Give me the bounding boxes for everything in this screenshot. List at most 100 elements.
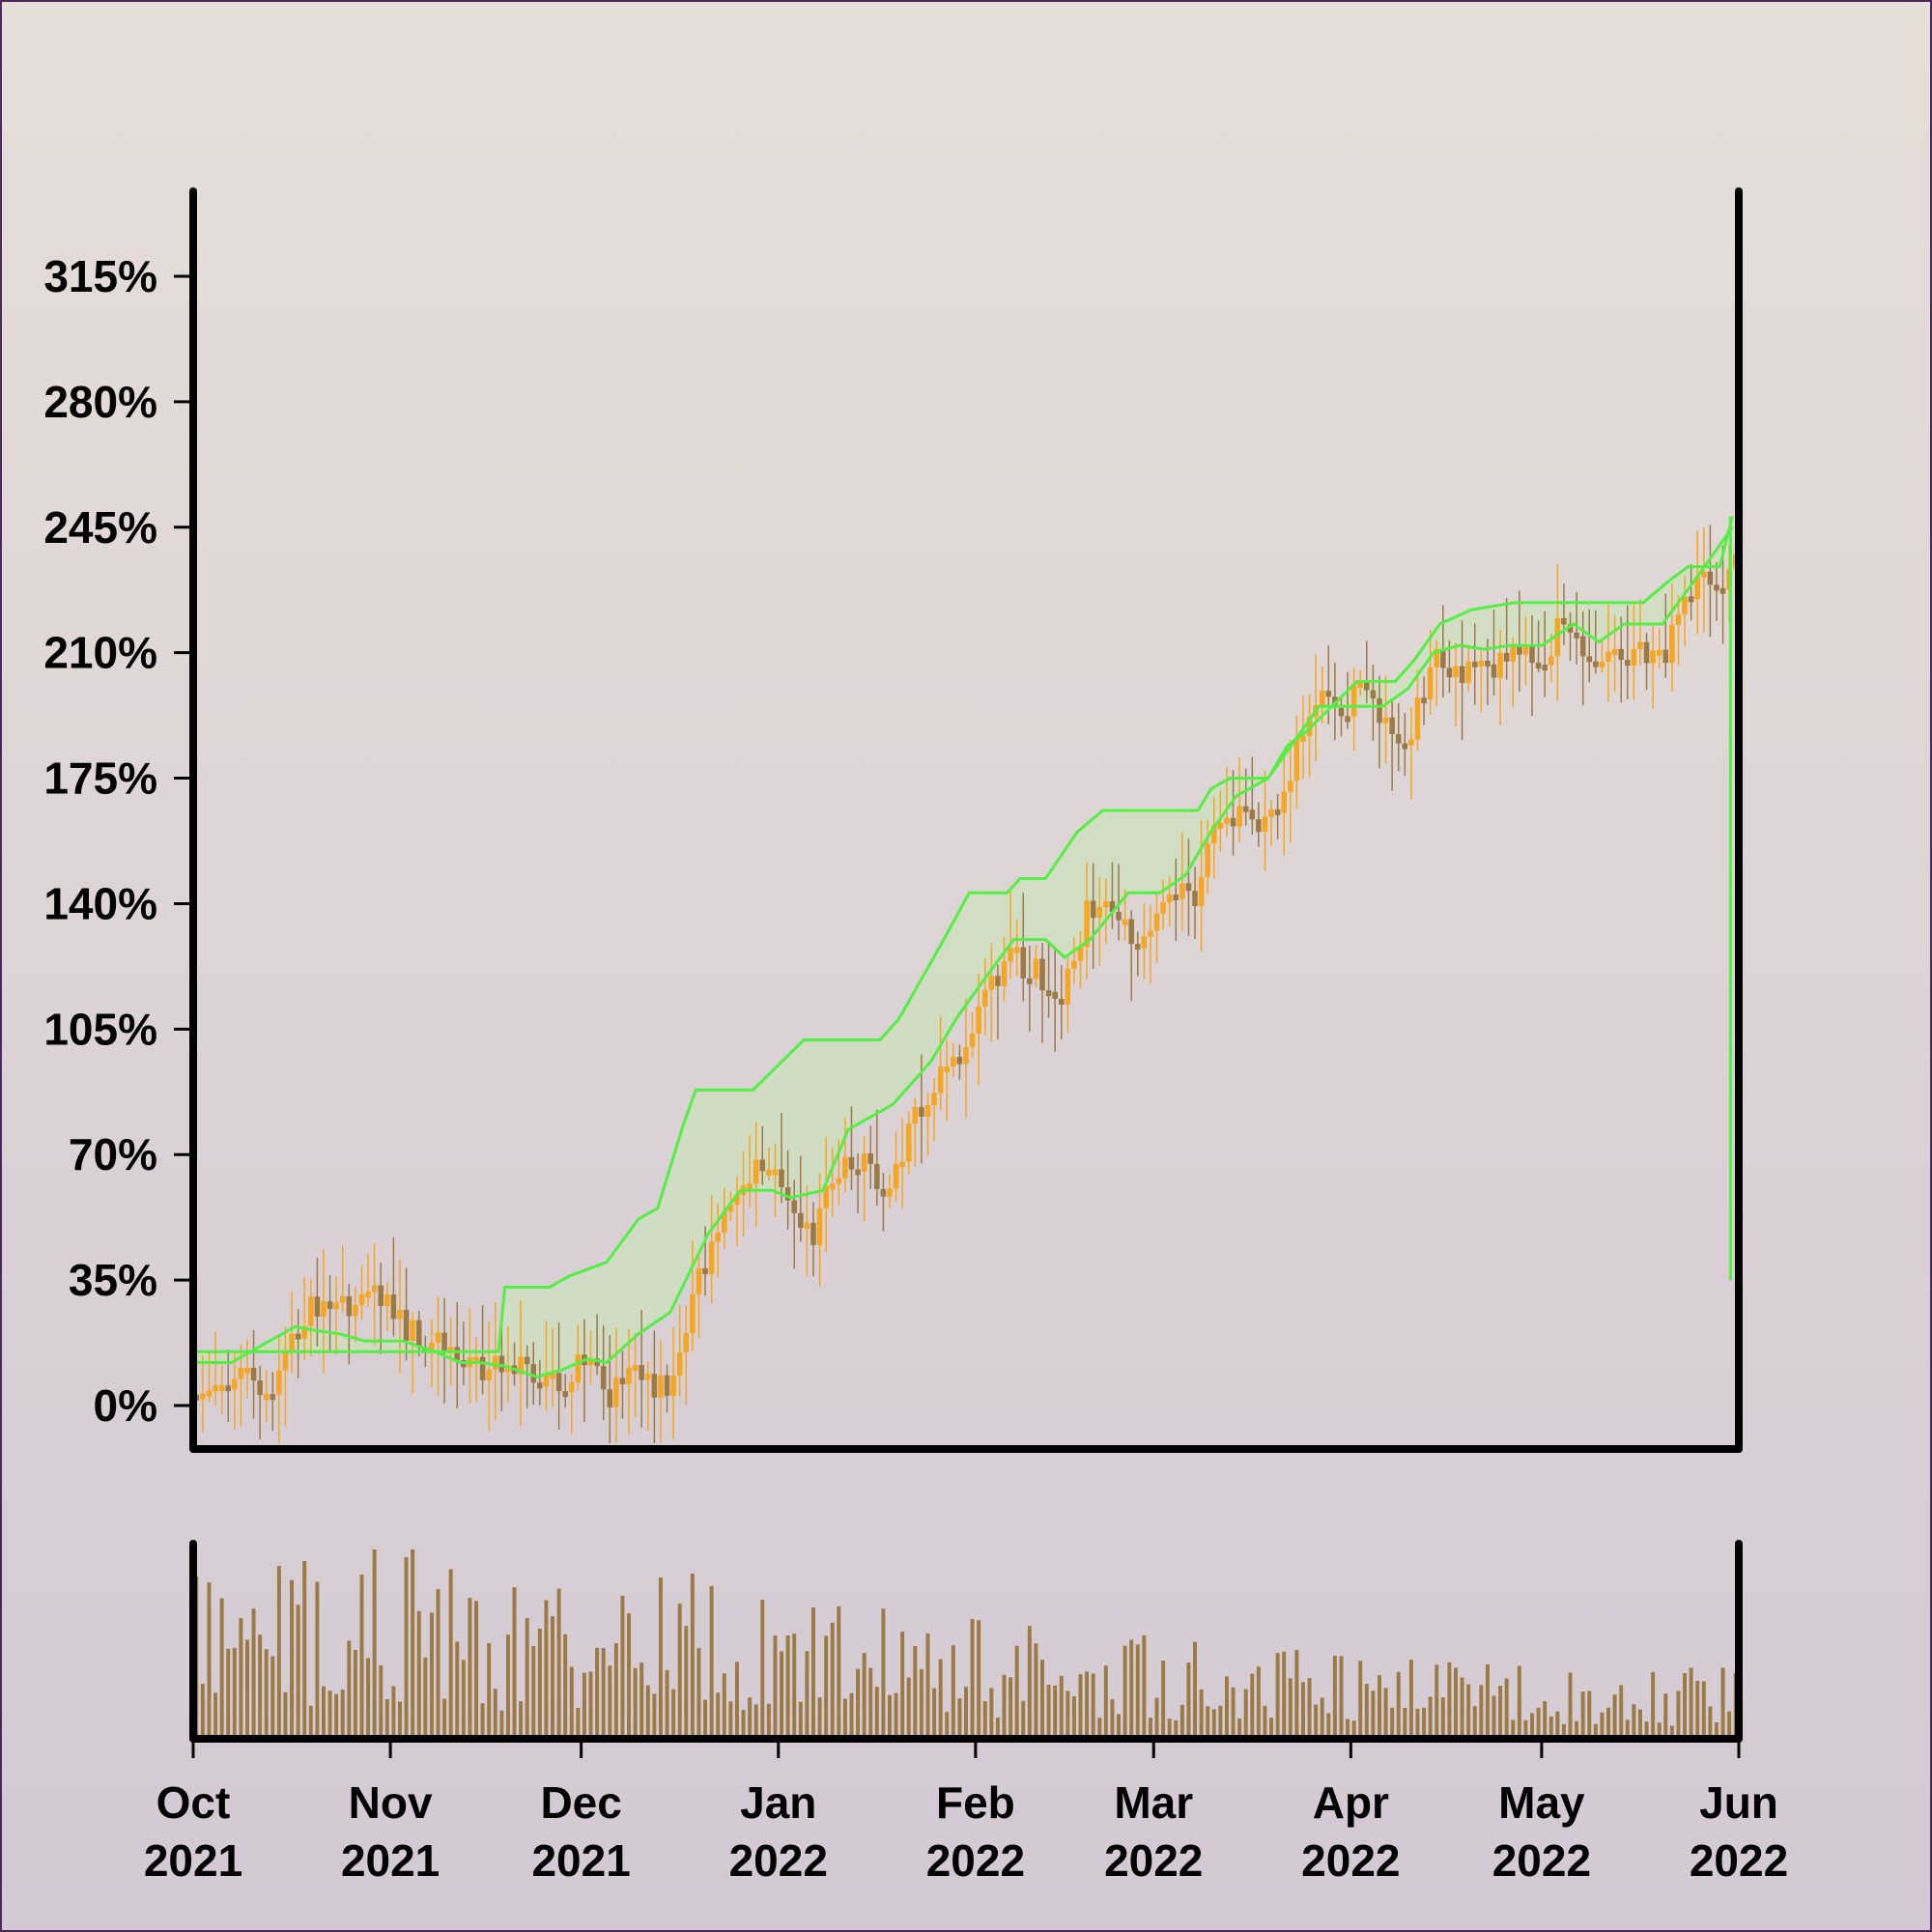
candle-body [963, 1046, 969, 1065]
candle-body [1325, 691, 1332, 697]
candle-body [1446, 668, 1453, 678]
candle [575, 1324, 582, 1391]
candle-body [995, 976, 1001, 986]
candle [327, 1275, 333, 1353]
candle [353, 1287, 358, 1343]
volume-bar [748, 1697, 753, 1739]
candle-body [1650, 650, 1656, 664]
candle [1281, 752, 1287, 857]
candle [1382, 675, 1389, 764]
candle-body [683, 1333, 690, 1352]
candle-body [619, 1378, 626, 1384]
volume-bar [1727, 1711, 1732, 1739]
volume-bar [1555, 1711, 1560, 1739]
volume-bar [1053, 1685, 1058, 1739]
candle-body [1084, 900, 1090, 948]
candle-body [956, 1057, 963, 1065]
candle-body [410, 1320, 415, 1341]
volume-bar [1193, 1641, 1198, 1739]
band-line-layer [193, 516, 1734, 1378]
volume-bar [1479, 1685, 1484, 1739]
lower-band-line [193, 526, 1734, 1378]
candle-body [607, 1389, 613, 1407]
candle-body [1052, 991, 1058, 1000]
candle-body [1402, 743, 1408, 750]
candle [587, 1330, 594, 1385]
candle [626, 1328, 632, 1435]
candle [1135, 931, 1141, 977]
volume-bar [780, 1651, 784, 1739]
candle-body [1599, 661, 1605, 668]
candle-body [912, 1106, 919, 1124]
volume-bar [487, 1642, 492, 1739]
volume-bar [251, 1608, 256, 1739]
candle [696, 1256, 702, 1339]
y-tick-label: 175% [43, 753, 157, 804]
candle [893, 1131, 899, 1203]
volume-bar [1548, 1716, 1553, 1739]
volume-bar [244, 1639, 249, 1739]
volume-bar [525, 1617, 529, 1739]
candle [1008, 891, 1013, 980]
volume-bar [932, 1688, 937, 1739]
candle [1370, 665, 1377, 741]
candle-body [1039, 958, 1045, 991]
candle [562, 1374, 568, 1408]
candle [518, 1299, 524, 1427]
candle [963, 998, 969, 1119]
candle-body [905, 1123, 912, 1162]
candle-body [1682, 596, 1688, 615]
candle-body [874, 1163, 880, 1189]
candle [1662, 593, 1669, 678]
candle-body [1008, 948, 1013, 962]
x-tick-month: Feb [936, 1777, 1015, 1828]
volume-bar [219, 1598, 224, 1739]
candle [473, 1337, 479, 1403]
candle-body [486, 1369, 492, 1380]
candle-body [473, 1356, 479, 1363]
candle-body [1719, 587, 1726, 594]
y-tick-label: 70% [69, 1129, 157, 1179]
candle-body [1236, 806, 1242, 827]
candle [1185, 838, 1192, 936]
candle-body [200, 1393, 206, 1400]
candle [276, 1337, 282, 1443]
candle-body [1389, 717, 1395, 735]
candle-body [836, 1178, 842, 1184]
candle-body [301, 1325, 307, 1339]
candle-body [715, 1233, 721, 1242]
volume-bar [1561, 1723, 1566, 1739]
candle [708, 1195, 715, 1304]
volume-bar [1282, 1651, 1287, 1739]
candle [550, 1327, 555, 1407]
volume-bar [677, 1604, 682, 1739]
volume-bar [1504, 1678, 1509, 1739]
candle-body [1148, 930, 1153, 937]
volume-bar [824, 1635, 829, 1739]
candle [1611, 614, 1618, 693]
candle [530, 1342, 537, 1406]
volume-bar [645, 1685, 650, 1739]
candle [823, 1136, 829, 1252]
candle [988, 943, 995, 1042]
volume-bar [1492, 1695, 1496, 1739]
volume-bar [1396, 1671, 1401, 1739]
volume-bar [1440, 1697, 1445, 1739]
volume-bar [1211, 1709, 1216, 1739]
volume-bar [1676, 1690, 1681, 1739]
candle-body [1586, 656, 1593, 663]
candle [829, 1148, 836, 1217]
candle [645, 1361, 651, 1432]
volume-bar [551, 1615, 554, 1739]
volume-bar [760, 1600, 765, 1739]
volume-bar [226, 1648, 231, 1739]
candle-body [1440, 648, 1446, 668]
candle-body [1593, 661, 1599, 668]
volume-bar [1174, 1719, 1179, 1739]
volume-bar [913, 1646, 918, 1739]
candle-body [403, 1309, 410, 1341]
volume-bar [811, 1607, 815, 1739]
volume-bar [608, 1665, 612, 1739]
volume-bar [665, 1669, 669, 1739]
volume-bar [1383, 1688, 1388, 1739]
